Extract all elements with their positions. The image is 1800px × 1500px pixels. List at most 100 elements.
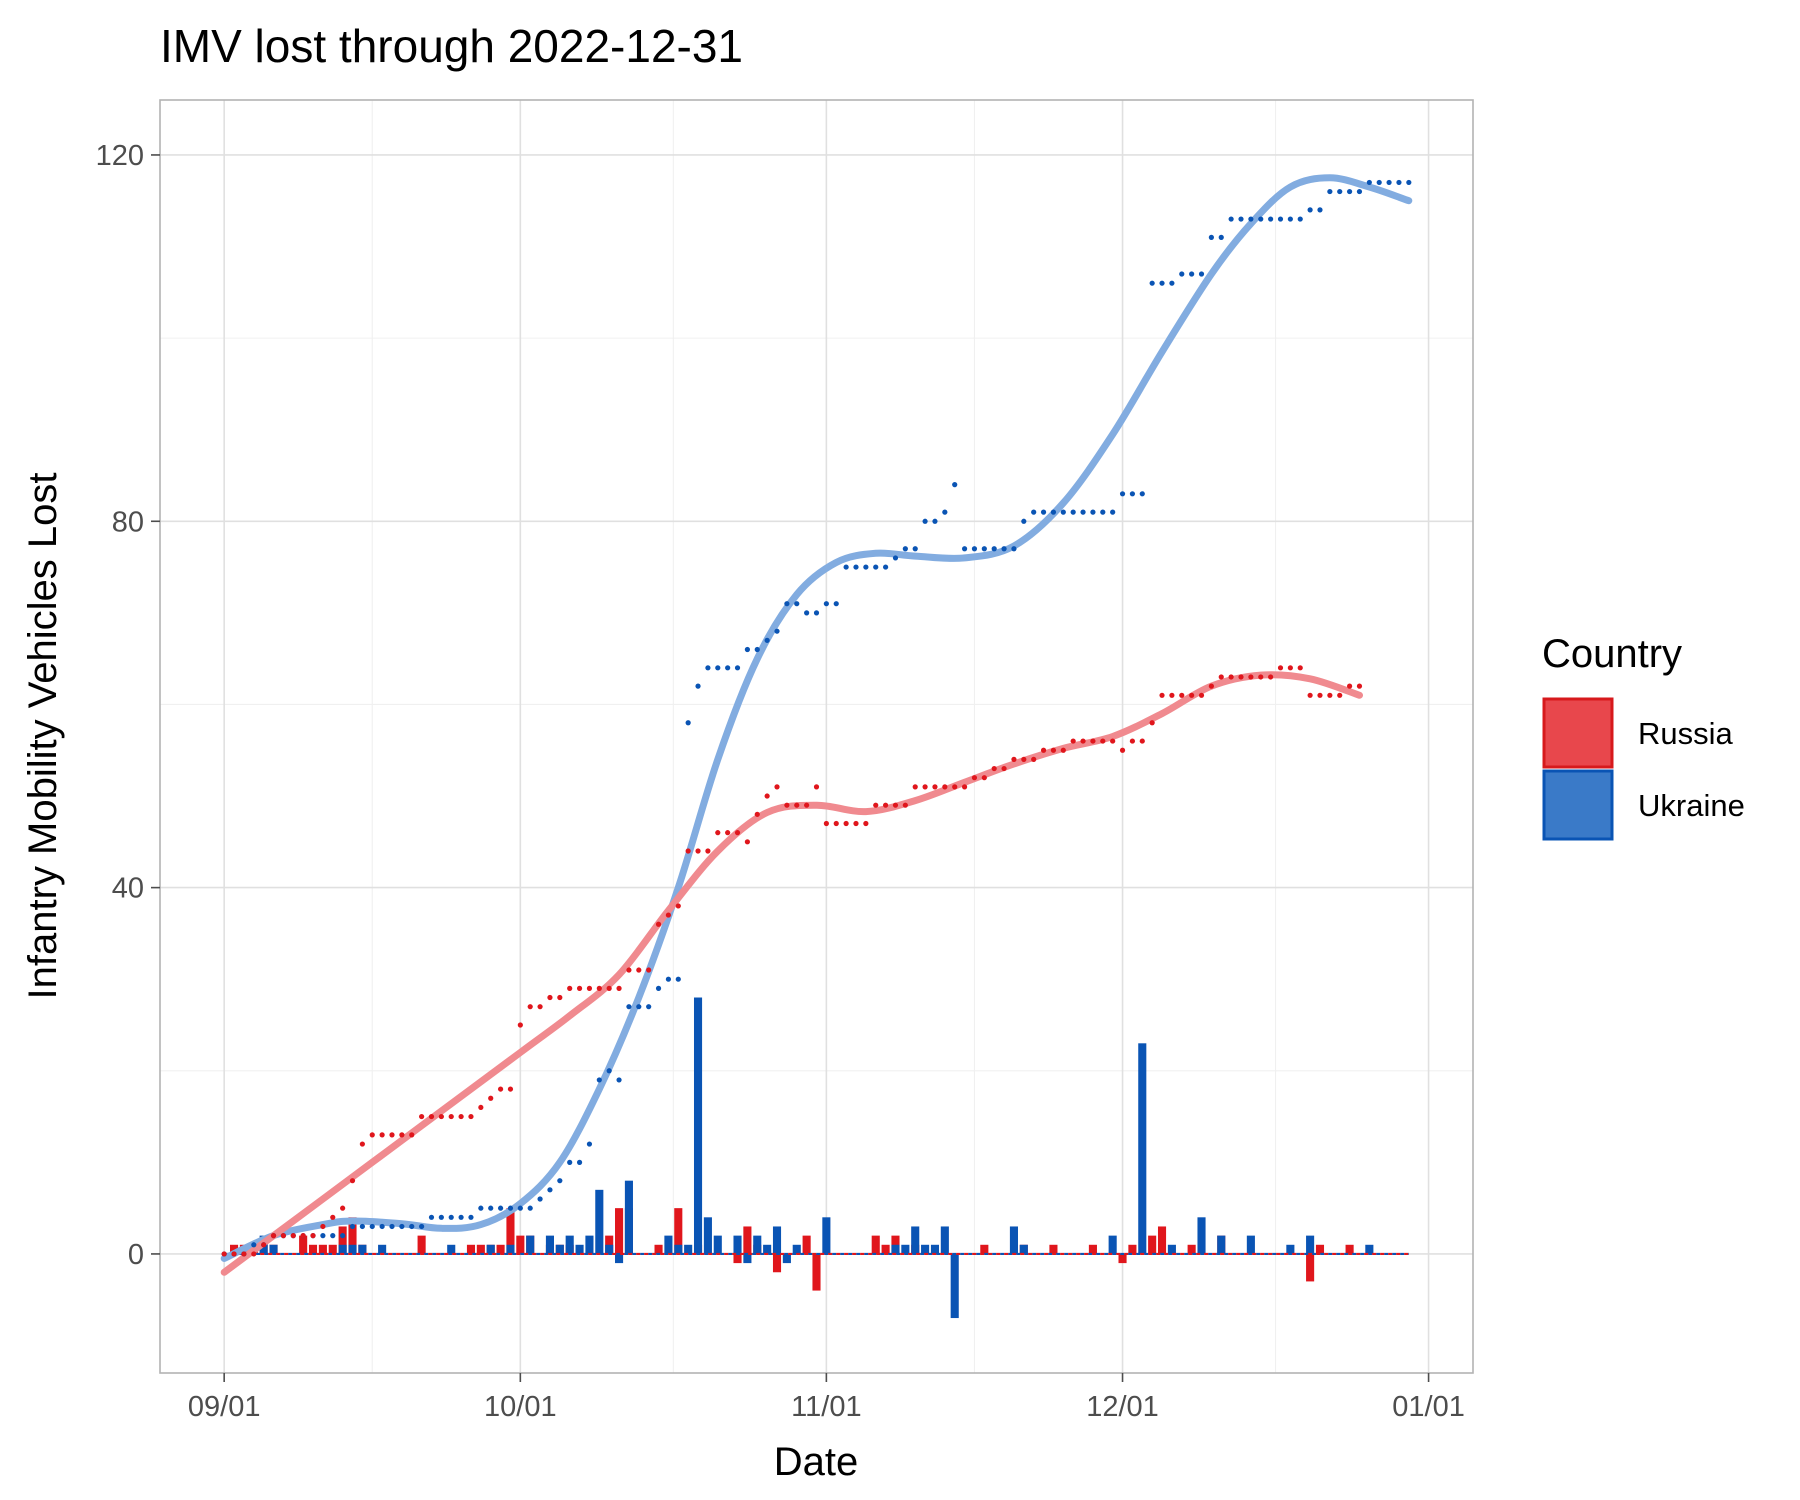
russia-cumulative-point [221, 1251, 227, 1257]
russia-daily-bar [417, 1235, 426, 1254]
russia-cumulative-point [241, 1251, 247, 1257]
russia-cumulative-point [1287, 665, 1293, 671]
russia-cumulative-point [369, 1132, 375, 1138]
ukraine-daily-bar [269, 1244, 278, 1254]
ukraine-cumulative-point [626, 1004, 632, 1010]
russia-cumulative-point [1248, 674, 1254, 680]
russia-cumulative-point [1100, 738, 1106, 744]
ukraine-cumulative-point [448, 1214, 454, 1220]
ukraine-cumulative-point [359, 1223, 365, 1230]
ukraine-cumulative-point [1021, 518, 1027, 524]
russia-cumulative-point [1189, 692, 1195, 698]
ukraine-daily-bar [526, 1235, 535, 1254]
ukraine-cumulative-point [1337, 188, 1343, 195]
russia-daily-bar [308, 1244, 318, 1254]
ukraine-cumulative-point [1001, 546, 1007, 552]
russia-daily-bar [871, 1235, 880, 1254]
russia-cumulative-point [892, 802, 899, 808]
russia-smooth-line [220, 671, 1363, 1276]
ukraine-cumulative-point [675, 976, 681, 982]
russia-cumulative-point [1317, 692, 1323, 698]
ukraine-daily-bars [259, 997, 1374, 1319]
russia-daily-bar [338, 1226, 347, 1254]
ukraine-daily-bar [358, 1244, 367, 1254]
ukraine-cumulative-point [912, 546, 918, 552]
russia-cumulative-point [754, 811, 760, 817]
ukraine-daily-bar [1197, 1217, 1206, 1254]
russia-daily-bar [516, 1235, 525, 1254]
ukraine-cumulative-point [902, 546, 908, 552]
russia-cumulative-point [1169, 692, 1175, 698]
russia-cumulative-point [1346, 683, 1353, 689]
ukraine-cumulative-point [1011, 546, 1017, 552]
ukraine-smooth-line [220, 174, 1413, 1262]
russia-cumulative-point [961, 784, 968, 790]
ukraine-cumulative-point [330, 1233, 336, 1239]
ukraine-cumulative-point [497, 1205, 504, 1211]
ukraine-daily-bar [555, 1244, 564, 1254]
ukraine-cumulative-point [813, 610, 820, 616]
russia-daily-bar [318, 1244, 327, 1254]
russia-cumulative-point [1021, 756, 1027, 762]
russia-cumulative-point [1110, 738, 1116, 744]
ukraine-cumulative-point [665, 976, 672, 982]
minor-gridlines [160, 100, 1473, 1373]
ukraine-daily-bar [693, 997, 703, 1254]
russia-daily-bar [328, 1244, 337, 1254]
ukraine-daily-bar [664, 1235, 673, 1254]
ukraine-cumulative-point [981, 546, 987, 552]
russia-cumulative-point [1001, 765, 1007, 772]
ukraine-cumulative-point [991, 546, 997, 552]
ukraine-cumulative-point [537, 1196, 543, 1202]
ukraine-daily-bar [921, 1244, 930, 1254]
legend: Country Russia Ukraine [1542, 632, 1745, 841]
ukraine-cumulative-point [873, 564, 879, 570]
ukraine-daily-bar [605, 1244, 614, 1254]
russia-cumulative-point [1277, 665, 1284, 671]
russia-cumulative-point [340, 1205, 346, 1211]
ukraine-cumulative-point [1228, 216, 1234, 222]
ukraine-cumulative-point [1376, 179, 1382, 186]
ukraine-cumulative-point [774, 628, 780, 634]
ukraine-daily-bar [703, 1217, 712, 1254]
ukraine-daily-bar [930, 1244, 940, 1254]
ukraine-cumulative-point [596, 1077, 602, 1083]
russia-cumulative-point [863, 820, 869, 827]
ukraine-cumulative-point [379, 1223, 385, 1230]
ukraine-cumulative-point [853, 564, 859, 570]
russia-cumulative-point [1090, 738, 1096, 744]
russia-daily-bar [881, 1244, 890, 1254]
ukraine-daily-bar [545, 1235, 554, 1254]
ukraine-cumulative-point [606, 1068, 612, 1074]
ukraine-cumulative-point [1100, 509, 1106, 515]
legend-title: Country [1542, 632, 1682, 676]
ukraine-daily-bar [1138, 1043, 1147, 1254]
ukraine-cumulative-point [1179, 271, 1185, 277]
ukraine-cumulative-point [646, 1004, 652, 1010]
russia-cumulative-point [438, 1113, 444, 1120]
russia-cumulative-point [379, 1132, 385, 1138]
ukraine-cumulative-point [1386, 179, 1392, 186]
x-axis: 09/01 10/01 11/01 12/01 01/01 [188, 1373, 1465, 1423]
russia-cumulative-point [1307, 692, 1313, 698]
russia-cumulative-point [942, 784, 948, 790]
ukraine-cumulative-point [1356, 188, 1363, 195]
ukraine-cumulative-point [715, 665, 721, 671]
russia-cumulative-point [409, 1132, 415, 1138]
ukraine-cumulative-point [349, 1223, 356, 1230]
ukraine-cumulative-point [794, 601, 800, 607]
russia-cumulative-point [1356, 683, 1363, 689]
russia-daily-bar [229, 1244, 239, 1254]
russia-cumulative-point [764, 793, 770, 799]
russia-cumulative-point [774, 784, 780, 790]
russia-cumulative-point [488, 1095, 494, 1101]
ukraine-cumulative-point [478, 1205, 484, 1211]
ukraine-cumulative-point [883, 564, 889, 570]
russia-cumulative-point [784, 802, 790, 808]
ukraine-cumulative-point [527, 1205, 533, 1211]
russia-daily-bar [1088, 1244, 1097, 1254]
russia-cumulative-point [823, 820, 829, 827]
x-tick-label: 12/01 [1086, 1391, 1159, 1423]
russia-cumulative-point [527, 1004, 533, 1010]
ukraine-cumulative-point [892, 555, 899, 561]
